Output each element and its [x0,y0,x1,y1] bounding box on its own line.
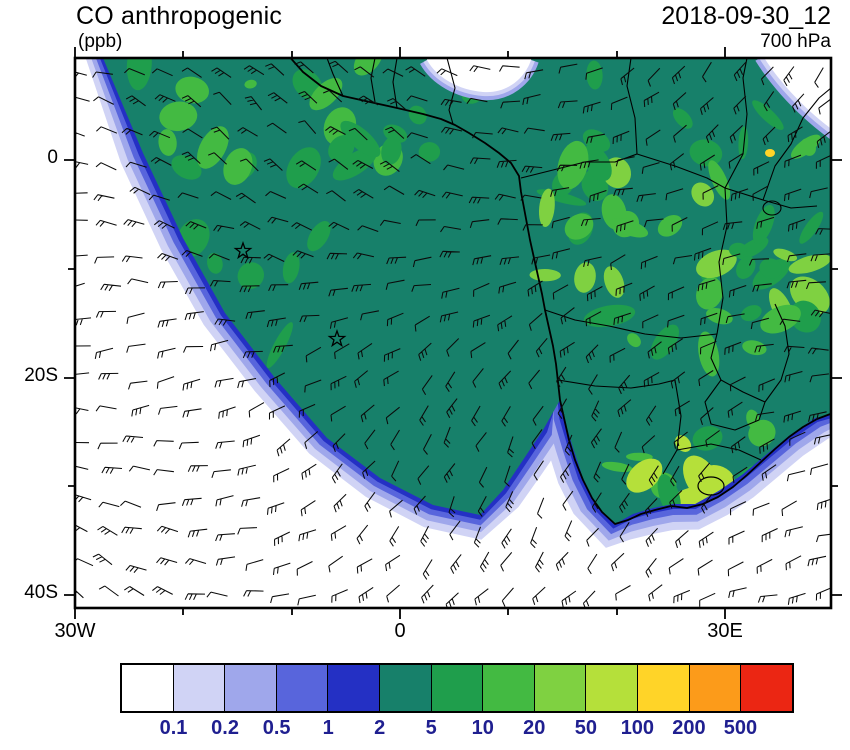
colorbar-level-label: 200 [672,717,706,739]
colorbar-level-label: 5 [425,717,437,739]
colorbar-level-label: 0.2 [211,717,239,739]
colorbar-level-label: 100 [620,717,655,739]
colorbar-cell-8 [533,665,586,711]
units-label: (ppb) [78,31,123,52]
coastline [289,58,831,525]
colorbar-level-label: 20 [523,717,546,739]
colorbar-labels: 0.1 0.2 0.5 1 2 5 10 20 50 100 200 500 [120,717,836,745]
pressure-level-label: 700 hPa [760,31,831,52]
colorbar-cell-2 [224,665,276,711]
colorbar-level-label: 500 [723,717,758,739]
y-axis-label-40s: 40S [24,582,58,603]
low-co-patch [764,58,831,129]
x-axis-label-30w: 30W [54,620,96,642]
wind-barbs [75,60,831,608]
colorbar-cell-12 [740,665,792,711]
colorbar-cell-6 [430,665,483,711]
colorbar-cell-9 [585,665,638,711]
colorbar-cell-3 [275,665,328,711]
x-axis-label-30e: 30E [707,620,743,642]
colorbar [120,663,794,713]
colorbar-cell-5 [379,665,431,711]
y-axis-label-0: 0 [47,147,58,168]
map-frame-border [73,56,833,610]
colorbar-level-label: 0.1 [159,717,188,739]
page-title: CO anthropogenic [76,2,283,30]
colorbar-level-label: 50 [574,717,597,739]
colorbar-cell-1 [172,665,225,711]
star-marker [327,329,347,348]
colorbar-level-label: 2 [374,717,386,739]
y-axis-label-20s: 20S [24,365,58,386]
colorbar-cell-11 [688,665,741,711]
colorbar-cell-10 [637,665,689,711]
lake-outline [762,200,782,216]
x-axis-label-0: 0 [394,620,406,642]
axis-ticks [64,47,842,619]
co-contour-fill [103,58,831,524]
colorbar-cell-0 [122,665,173,711]
map-plot [64,47,842,619]
colorbar-level-label: 0.5 [262,717,291,739]
colorbar-level-label: 10 [471,717,494,739]
timestamp-label: 2018-09-30_12 [661,2,831,30]
star-marker [233,241,253,260]
colorbar-cell-4 [327,665,380,711]
colorbar-cell-7 [482,665,534,711]
map-frame [64,47,842,619]
colorbar-level-label: 1 [322,717,334,739]
map-content [75,58,831,608]
